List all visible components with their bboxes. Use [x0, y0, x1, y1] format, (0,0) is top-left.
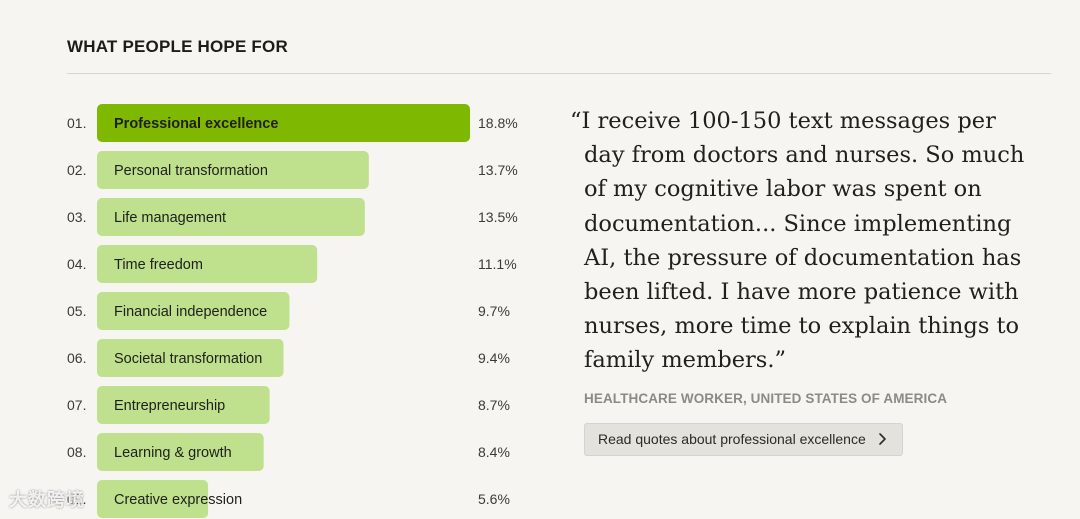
bar[interactable]	[97, 151, 369, 189]
value-label: 8.7%	[478, 397, 510, 413]
value-label: 13.5%	[478, 209, 518, 225]
value-label: 18.8%	[478, 115, 518, 131]
category-label: Societal transformation	[114, 351, 262, 367]
rank-label: 05.	[67, 303, 86, 319]
category-label: Creative expression	[114, 492, 242, 508]
bar[interactable]	[97, 433, 264, 471]
rank-label: 02.	[67, 162, 86, 178]
value-label: 8.4%	[478, 444, 510, 460]
quote-block: “I receive 100-150 text messages per day…	[568, 104, 1038, 456]
bar-row[interactable]: 05. Financial independence 9.7%	[67, 292, 510, 330]
quote-attribution: HEALTHCARE WORKER, UNITED STATES OF AMER…	[584, 390, 948, 406]
bar-row[interactable]: 08. Learning & growth 8.4%	[67, 433, 510, 471]
category-label: Personal transformation	[114, 163, 268, 179]
category-label: Entrepreneurship	[114, 398, 225, 414]
category-label: Time freedom	[114, 257, 203, 273]
rank-label: 03.	[67, 209, 86, 225]
read-quotes-button[interactable]: Read quotes about professional excellenc…	[584, 422, 903, 456]
value-label: 5.6%	[478, 491, 510, 507]
category-label: Life management	[114, 210, 226, 226]
bar[interactable]	[97, 292, 290, 330]
bar[interactable]	[97, 386, 270, 424]
bar-row[interactable]: 09. Creative expression 5.6%	[67, 480, 510, 518]
rank-label: 07.	[67, 397, 86, 413]
category-label: Learning & growth	[114, 445, 232, 461]
value-label: 9.4%	[478, 350, 510, 366]
rank-label: 06.	[67, 350, 86, 366]
bar[interactable]	[97, 198, 365, 236]
bar-row[interactable]: 04. Time freedom 11.1%	[67, 245, 517, 283]
bar[interactable]	[97, 245, 318, 283]
bar-row[interactable]: 03. Life management 13.5%	[67, 198, 518, 236]
value-label: 13.7%	[478, 162, 518, 178]
chevron-right-icon	[878, 432, 886, 445]
bar[interactable]	[97, 339, 284, 377]
quote-text: “I receive 100-150 text messages per day…	[570, 108, 1025, 374]
read-quotes-label: Read quotes about professional excellenc…	[598, 430, 866, 447]
section-title: WHAT PEOPLE HOPE FOR	[67, 37, 288, 56]
rank-label: 09.	[67, 491, 86, 507]
divider	[67, 73, 1051, 74]
value-label: 11.1%	[478, 256, 517, 272]
bar[interactable]	[97, 480, 209, 518]
rank-label: 01.	[67, 115, 86, 131]
bar[interactable]	[97, 104, 470, 142]
bar-row[interactable]: 06. Societal transformation 9.4%	[67, 339, 510, 377]
watermark: 大数跨境	[9, 490, 85, 510]
category-label: Professional excellence	[114, 116, 278, 132]
rank-label: 04.	[67, 256, 86, 272]
bar-row[interactable]: 02. Personal transformation 13.7%	[67, 151, 518, 189]
bar-row[interactable]: 07. Entrepreneurship 8.7%	[67, 386, 510, 424]
bar-row[interactable]: 01. Professional excellence 18.8%	[67, 104, 518, 142]
category-label: Financial independence	[114, 304, 267, 320]
value-label: 9.7%	[478, 303, 510, 319]
rank-label: 08.	[67, 444, 86, 460]
